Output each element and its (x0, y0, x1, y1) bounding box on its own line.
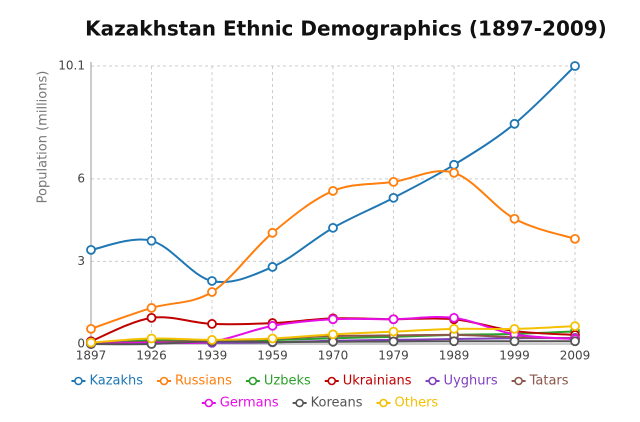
data-point (570, 321, 580, 332)
data-point (146, 303, 157, 313)
legend-item: Russians (157, 374, 232, 389)
y-axis-label: Population (millions) (36, 71, 51, 204)
legend-marker (159, 376, 169, 386)
chart-title: Kazakhstan Ethnic Demographics (1897-200… (85, 17, 607, 41)
data-point (388, 326, 399, 337)
data-point (146, 333, 157, 344)
data-point (509, 213, 520, 224)
x-tick-label: 1999 (499, 349, 530, 363)
data-point (449, 159, 459, 170)
data-point (388, 176, 399, 187)
data-point (388, 192, 399, 203)
y-tick-label: 0 (77, 337, 85, 351)
legend-marker (379, 398, 388, 408)
legend-label: Others (395, 396, 439, 411)
legend-item: Germans (201, 396, 279, 411)
y-tick-label: 10.1 (58, 59, 85, 73)
y-tick-label: 3 (77, 254, 85, 268)
legend-label: Russians (175, 374, 232, 389)
legend-item: Kazakhs (71, 374, 143, 389)
data-point (146, 312, 157, 323)
legend-marker (74, 376, 83, 386)
legend-marker (295, 398, 304, 408)
data-point (388, 336, 399, 347)
legend-item: Others (376, 396, 439, 411)
data-point (267, 262, 278, 272)
data-point (449, 336, 459, 347)
data-point (509, 118, 520, 129)
data-point (449, 312, 459, 323)
data-point (570, 233, 580, 244)
legend-marker (428, 376, 437, 386)
legend-marker (248, 376, 258, 386)
x-tick-label: 1979 (378, 349, 409, 363)
data-point (146, 235, 157, 246)
data-point (449, 323, 459, 334)
legend-label: Germans (220, 396, 279, 411)
legend-label: Uzbeks (264, 374, 311, 389)
data-point (328, 222, 338, 233)
legend-item: Ukrainians (324, 374, 412, 389)
legend-marker (514, 376, 523, 386)
x-tick-label: 1926 (136, 349, 167, 363)
legend-label: Uyghurs (444, 374, 498, 389)
x-tick-label: 1989 (439, 349, 470, 363)
data-point (449, 167, 459, 178)
legend-item: Uyghurs (425, 374, 498, 389)
legend-item: Tatars (511, 374, 569, 389)
x-tick-label: 1897 (76, 349, 107, 363)
data-point (207, 276, 217, 286)
data-point (328, 186, 338, 196)
legend-label: Ukrainians (343, 374, 412, 389)
legend-marker (204, 398, 214, 408)
legend-label: Koreans (311, 396, 363, 411)
legend-item: Uzbeks (245, 374, 311, 389)
data-point (509, 336, 520, 347)
data-point (328, 329, 338, 340)
data-point (267, 320, 278, 331)
data-point (86, 337, 96, 348)
data-point (86, 244, 96, 255)
y-tick-label: 6 (77, 171, 85, 185)
legend-marker (327, 376, 337, 386)
data-point (207, 287, 217, 297)
data-point (86, 323, 96, 334)
x-tick-label: 2009 (560, 349, 591, 363)
legend-label: Tatars (529, 374, 569, 389)
x-tick-label: 1970 (318, 349, 349, 363)
data-point (388, 314, 399, 325)
legend-label: Kazakhs (89, 374, 143, 389)
data-point (328, 314, 338, 325)
legend-item: Koreans (292, 396, 363, 411)
data-point (570, 61, 580, 71)
x-tick-label: 1959 (257, 349, 288, 363)
data-point (267, 227, 278, 238)
data-point (207, 319, 217, 329)
data-point (267, 333, 278, 344)
data-point (509, 323, 520, 334)
x-tick-label: 1939 (197, 349, 228, 363)
data-point (207, 334, 217, 345)
data-point (570, 336, 580, 347)
